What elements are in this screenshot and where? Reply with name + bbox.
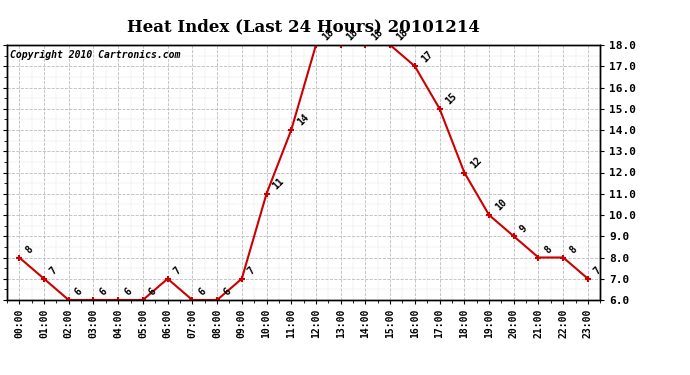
Text: 11: 11 [270,176,286,192]
Text: 18: 18 [370,27,385,43]
Text: 7: 7 [172,266,183,277]
Text: 6: 6 [221,286,233,298]
Text: 15: 15 [444,91,459,106]
Text: 8: 8 [23,244,34,255]
Text: Copyright 2010 Cartronics.com: Copyright 2010 Cartronics.com [10,50,180,60]
Text: 18: 18 [394,27,410,43]
Text: 9: 9 [518,223,529,234]
Text: 7: 7 [246,266,257,277]
Text: 8: 8 [567,244,579,255]
Text: 6: 6 [73,286,84,298]
Text: 14: 14 [295,112,310,128]
Text: 6: 6 [122,286,134,298]
Text: 18: 18 [345,27,360,43]
Text: 6: 6 [197,286,208,298]
Text: 12: 12 [469,155,484,170]
Text: 6: 6 [147,286,158,298]
Text: 17: 17 [419,49,435,64]
Text: 7: 7 [592,266,603,277]
Text: 10: 10 [493,198,509,213]
Text: 7: 7 [48,266,59,277]
Text: 18: 18 [320,27,335,43]
Text: 8: 8 [542,244,554,255]
Text: 6: 6 [97,286,109,298]
Text: Heat Index (Last 24 Hours) 20101214: Heat Index (Last 24 Hours) 20101214 [127,19,480,36]
